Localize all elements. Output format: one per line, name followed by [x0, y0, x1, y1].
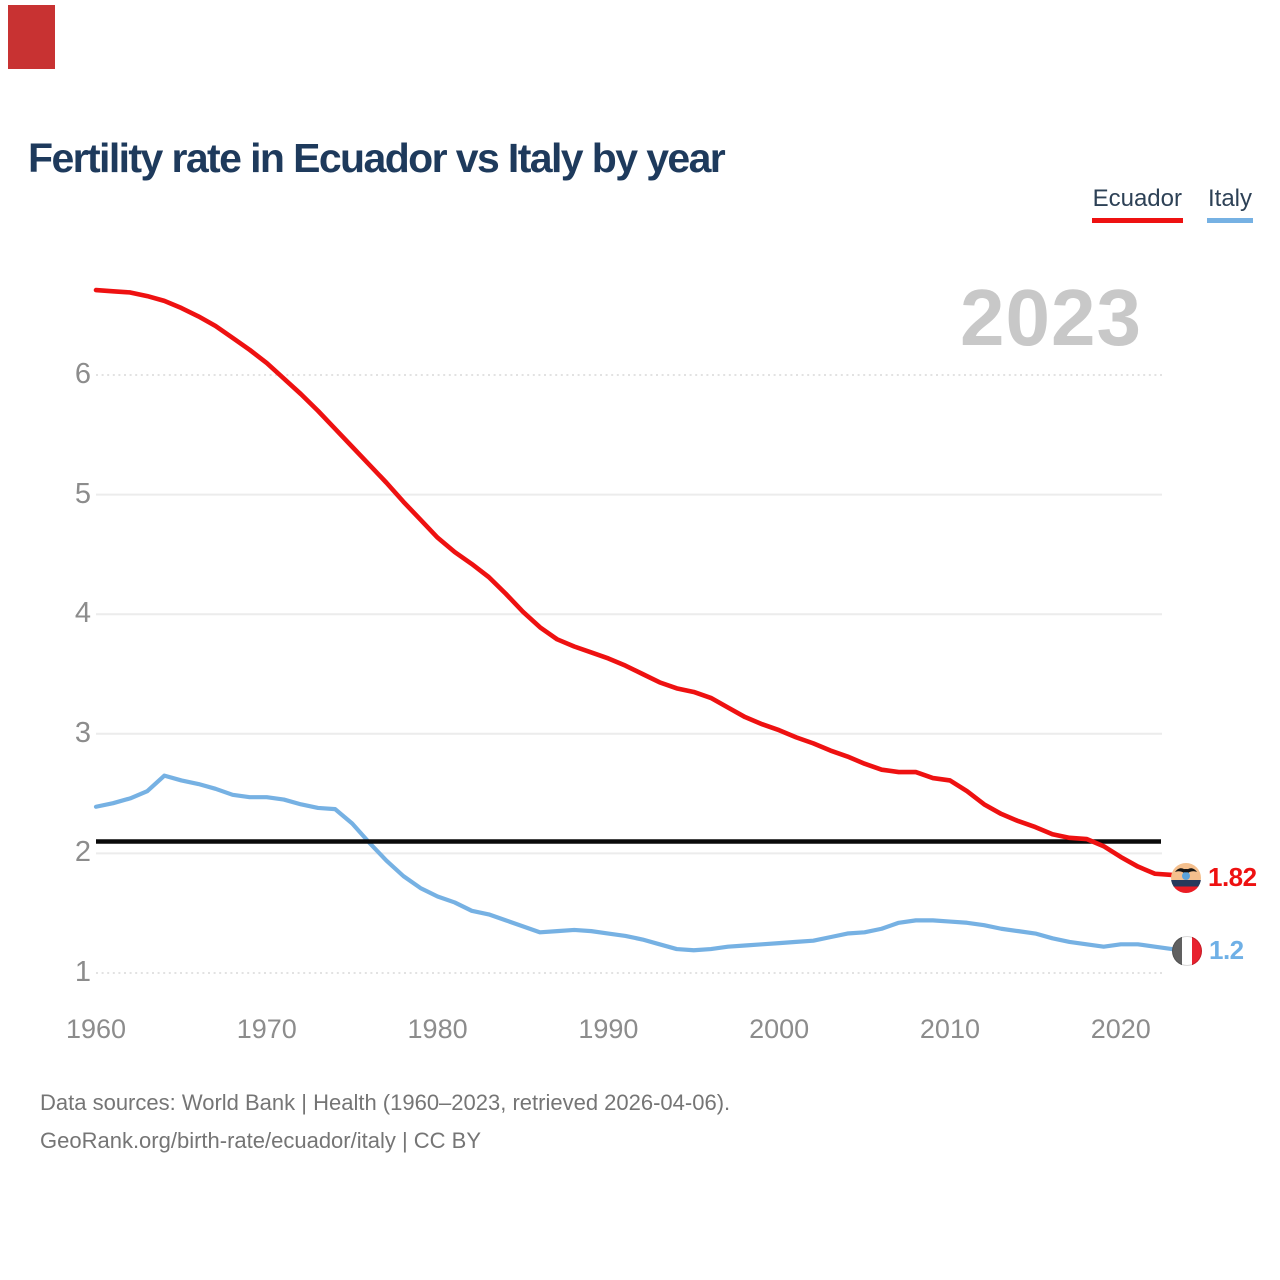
- italy-end-label: 1.2: [1172, 935, 1244, 966]
- x-tick-label-1980: 1980: [407, 1014, 468, 1044]
- y-tick-label-3: 3: [74, 716, 91, 749]
- y-tick-label-1: 1: [74, 955, 91, 988]
- y-tick-label-2: 2: [74, 836, 91, 869]
- y-tick-label-6: 6: [74, 357, 91, 390]
- x-tick-label-1970: 1970: [236, 1014, 297, 1044]
- y-tick-label-5: 5: [74, 477, 91, 510]
- legend-label-italy: Italy: [1207, 185, 1252, 212]
- legend-label-ecuador: Ecuador: [1092, 185, 1182, 212]
- legend-item-ecuador[interactable]: Ecuador: [1091, 185, 1183, 223]
- legend-item-italy[interactable]: Italy: [1206, 185, 1253, 223]
- x-tick-label-2020: 2020: [1090, 1014, 1151, 1044]
- ecuador-end-label: 1.82: [1171, 862, 1257, 893]
- ecuador-line: [93, 287, 1175, 878]
- legend: Ecuador Italy: [1091, 185, 1253, 223]
- x-tick-label-1990: 1990: [578, 1014, 639, 1044]
- x-tick-label-1960: 1960: [65, 1014, 127, 1044]
- y-tick-label-4: 4: [74, 597, 91, 630]
- italy-end-value: 1.2: [1209, 935, 1244, 965]
- footer-source-line: Data sources: World Bank | Health (1960–…: [40, 1090, 731, 1115]
- footer-attribution-line: GeoRank.org/birth-rate/ecuador/italy | C…: [40, 1128, 482, 1153]
- x-tick-label-2010: 2010: [919, 1014, 980, 1044]
- corner-marker: [8, 5, 55, 69]
- italy-flag-icon: [1172, 935, 1202, 966]
- x-tick-label-2000: 2000: [749, 1014, 810, 1044]
- ecuador-flag-icon: [1171, 862, 1201, 893]
- ecuador-end-value: 1.82: [1208, 862, 1257, 892]
- italy-line: [93, 773, 1175, 953]
- footer: Data sources: World Bank | Health (1960–…: [40, 1084, 730, 1160]
- watermark-year: 2023: [960, 273, 1142, 362]
- page-title: Fertility rate in Ecuador vs Italy by ye…: [28, 135, 726, 182]
